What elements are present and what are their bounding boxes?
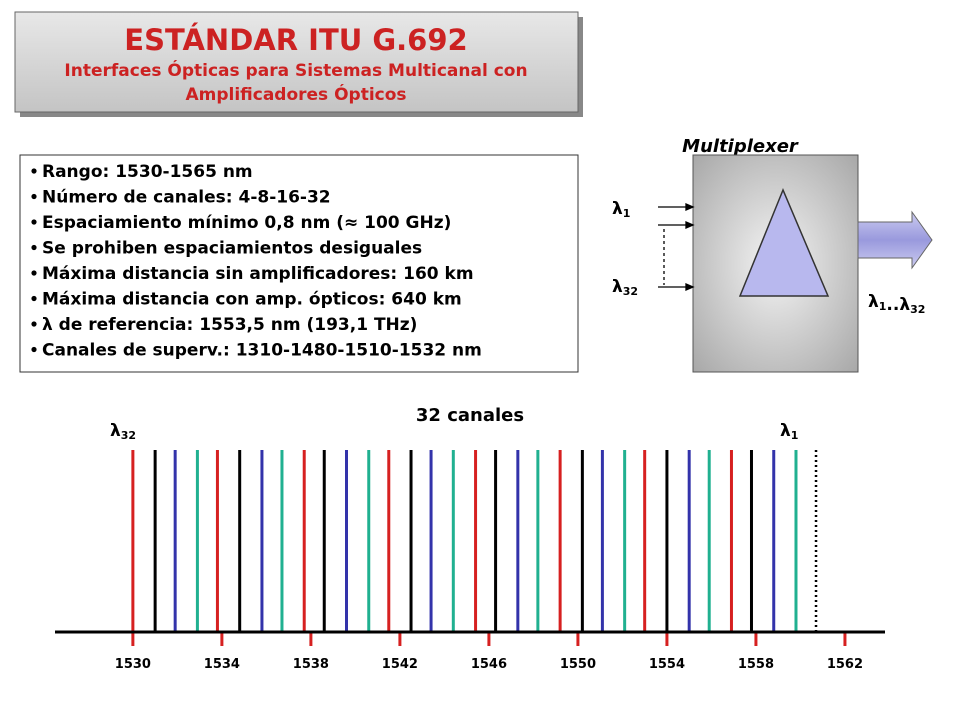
lambda-label: λ32 [110,421,136,442]
tick-label: 1562 [827,657,863,672]
bullet-text: Se prohiben espaciamientos desiguales [42,239,422,259]
bullet-dot [31,270,37,276]
bullet-dot [31,244,37,251]
bullet-text: Canales de superv.: 1310-1480-1510-1532 … [42,341,482,361]
lambda-subscript: 1 [623,207,631,220]
bullet-text: Número de canales: 4-8-16-32 [42,188,331,208]
lambda-subscript: 32 [623,285,638,298]
bullet-dot [31,219,37,225]
tick-label: 1542 [382,657,418,672]
tick-label: 1538 [293,657,329,672]
lambda-symbol: .. [886,295,899,315]
lambda-subscript: 1 [879,300,887,313]
lambda-symbol: λ [868,292,879,312]
lambda-label: λ32 [612,277,638,298]
bullet-dot [31,321,37,327]
lambda-symbol: λ [612,277,623,297]
mux-label: Multiplexer [682,136,799,157]
input-arrows [658,203,695,291]
tick-label: 1558 [738,657,774,672]
title: ESTÁNDAR ITU G.692 [124,23,467,57]
subtitle: Amplificadores Ópticos [185,83,406,105]
title-box [14,11,579,113]
lambda-subscript: 32 [121,429,136,442]
bullet-dot [31,193,37,200]
lambda-subscript: 1 [791,429,799,442]
tick-label: 1534 [204,657,240,672]
bullet-dot [31,295,37,302]
mux-triangle [738,188,830,297]
lambda-symbol: λ [780,421,791,441]
lambda-label: λ1 [780,421,798,442]
tick-label: 1530 [115,657,151,672]
lambda-label: λ1..λ32 [868,292,925,316]
bullet-text: Máxima distancia sin amplificadores: 160… [42,264,474,284]
tick-label: 1546 [471,657,507,672]
bullet-text: Espaciamiento mínimo 0,8 nm (≈ 100 GHz) [42,213,451,233]
bullet-dot [31,346,37,353]
lambda-subscript: 32 [910,303,925,316]
lambda-symbol: λ [612,199,623,219]
bullet-text: λ de referencia: 1553,5 nm (193,1 THz) [42,315,417,335]
lambda-symbol: λ [110,421,121,441]
bullet-box [19,154,579,373]
tick-label: 1550 [560,657,596,672]
lambda-symbol: λ [899,295,910,315]
bullet-dot [31,168,37,174]
lambda-label: λ1 [612,199,630,220]
tick-label: 1554 [649,657,685,672]
bullet-text: Máxima distancia con amp. ópticos: 640 k… [42,290,462,310]
spectrum-title: 32 canales [416,405,524,426]
output-arrow [857,210,933,270]
bullet-text: Rango: 1530-1565 nm [42,162,253,182]
subtitle: Interfaces Ópticas para Sistemas Multica… [64,59,527,81]
